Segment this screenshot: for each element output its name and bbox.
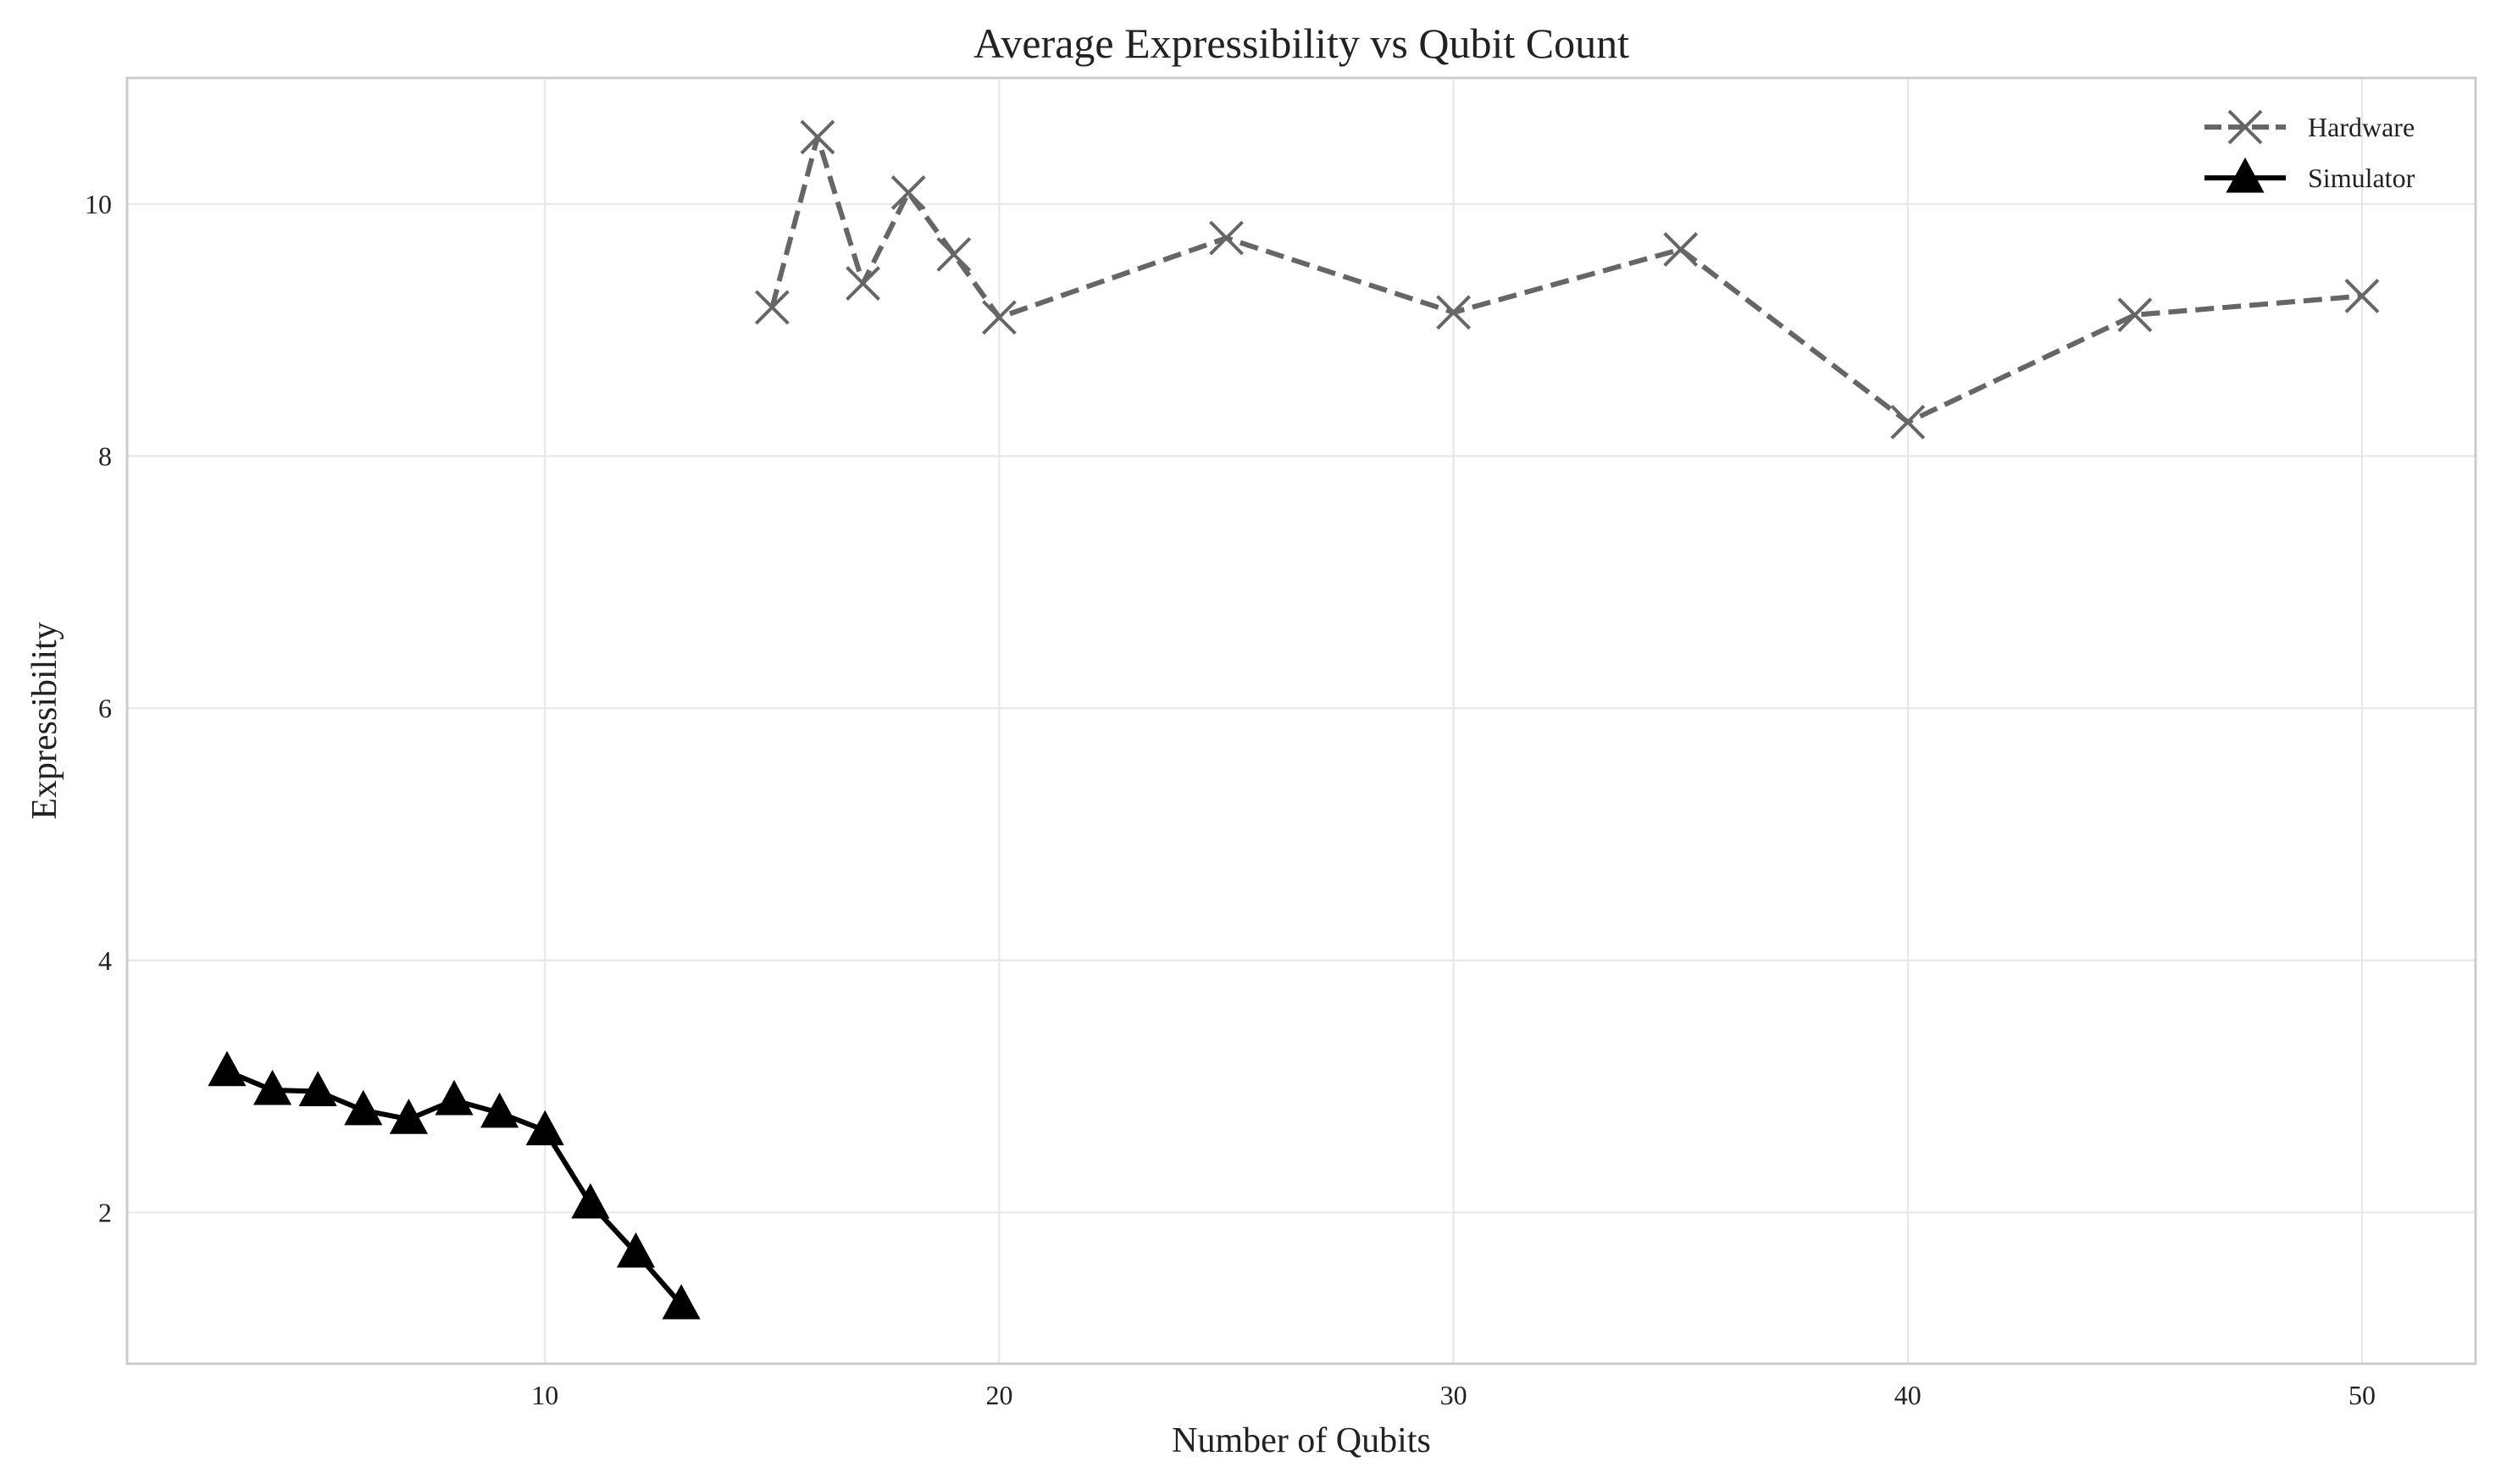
data-point [1209,220,1244,256]
data-point [2344,279,2380,313]
x-tick-label: 10 [531,1380,558,1410]
x-tick-label: 50 [2348,1380,2376,1410]
x-tick-label: 40 [1894,1380,1922,1410]
series-hardware [754,119,2380,440]
y-tick-label: 10 [85,189,112,219]
y-tick-label: 2 [98,1197,112,1227]
data-point [208,1050,247,1087]
data-point [846,266,881,301]
data-point [800,119,835,155]
legend-marker [2226,157,2265,193]
data-point [525,1110,564,1146]
legend: Hardware Simulator [2204,109,2415,193]
data-point [936,236,972,272]
data-point [890,175,926,210]
data-point [252,1069,292,1105]
data-point [298,1071,337,1107]
legend-marker [2227,109,2263,145]
plot-frame [125,76,2477,1365]
data-point [2117,297,2153,333]
data-point [1663,231,1699,267]
data-point [982,300,1017,335]
x-tick-label: 20 [985,1380,1012,1410]
series-line [769,134,2363,425]
data-point [435,1079,474,1116]
grid [127,78,2476,1364]
data-point [571,1182,610,1219]
data-point [1890,404,1926,440]
x-axis-label: Number of Qubits [1172,1421,1431,1460]
data-point [480,1092,519,1128]
y-tick-label: 8 [98,440,112,471]
tick-labels: 10 20 30 40 50 2 4 6 8 10 [85,189,2376,1410]
x-tick-label: 30 [1440,1380,1467,1410]
legend-label: Simulator [2308,163,2415,193]
data-point [754,290,790,325]
legend-label: Hardware [2308,112,2415,142]
data-point [1436,295,1472,330]
data-point [389,1099,429,1134]
y-tick-label: 4 [98,945,112,976]
y-axis-label: Expressibility [25,622,64,819]
chart-title: Average Expressibility vs Qubit Count [973,19,1629,67]
series-layer [208,119,2380,1320]
data-point [662,1283,701,1320]
legend-item-hardware: Hardware [2204,109,2415,145]
series-simulator [208,1050,701,1320]
legend-item-simulator: Simulator [2204,157,2415,193]
data-point [616,1232,656,1268]
data-point [344,1089,383,1126]
y-tick-label: 6 [98,693,112,723]
